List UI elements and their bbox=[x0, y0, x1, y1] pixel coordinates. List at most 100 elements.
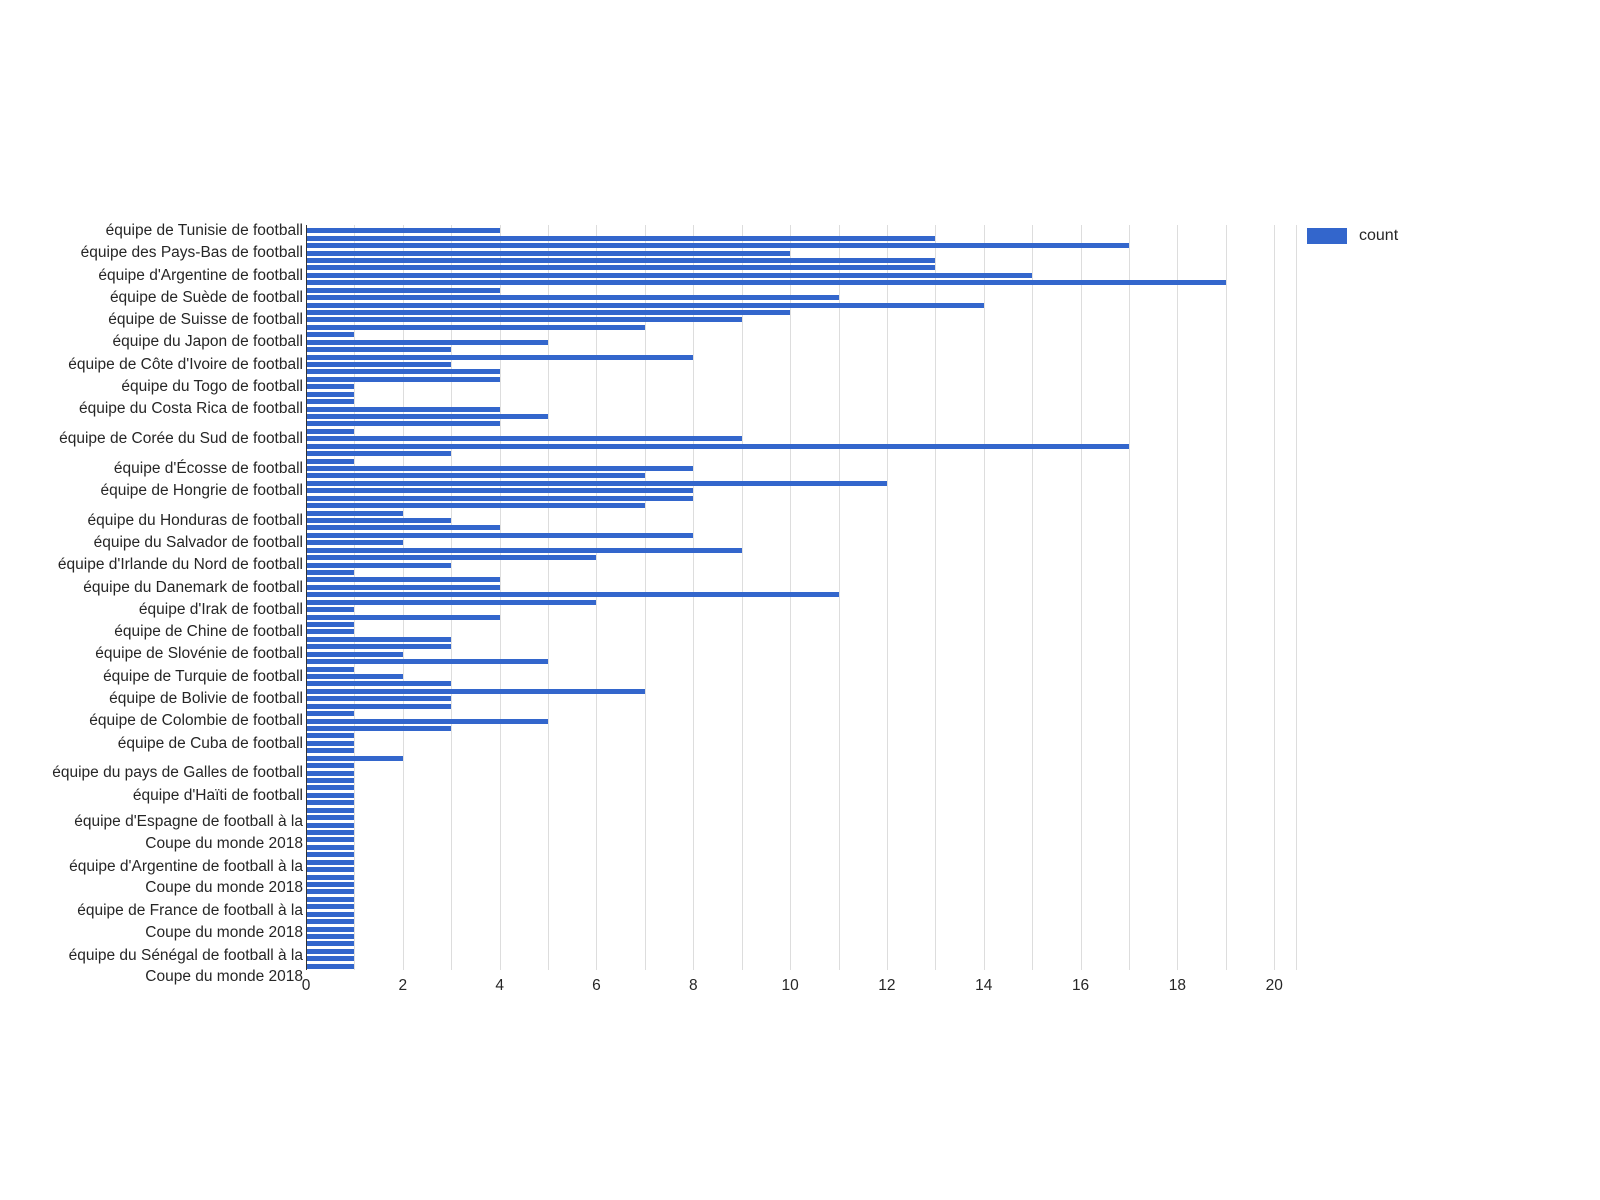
bar[interactable] bbox=[307, 376, 500, 382]
bar[interactable] bbox=[307, 911, 355, 917]
bar[interactable] bbox=[307, 748, 355, 754]
bar[interactable] bbox=[307, 584, 500, 590]
bar[interactable] bbox=[307, 896, 355, 902]
bar[interactable] bbox=[307, 956, 355, 962]
bar[interactable] bbox=[307, 807, 355, 813]
bar[interactable] bbox=[307, 681, 452, 687]
bar[interactable] bbox=[307, 555, 597, 561]
bar[interactable] bbox=[307, 666, 355, 672]
bar[interactable] bbox=[307, 280, 1226, 286]
bar[interactable] bbox=[307, 607, 355, 613]
bar[interactable] bbox=[307, 659, 549, 665]
bar[interactable] bbox=[307, 361, 452, 367]
bar[interactable] bbox=[307, 532, 694, 538]
bar[interactable] bbox=[307, 465, 694, 471]
bar[interactable] bbox=[307, 763, 355, 769]
bar[interactable] bbox=[307, 295, 839, 301]
bar[interactable] bbox=[307, 347, 452, 353]
bar[interactable] bbox=[307, 540, 403, 546]
bar[interactable] bbox=[307, 926, 355, 932]
bar[interactable] bbox=[307, 228, 500, 234]
bar[interactable] bbox=[307, 889, 355, 895]
bar[interactable] bbox=[307, 257, 936, 263]
bar[interactable] bbox=[307, 480, 887, 486]
bar[interactable] bbox=[307, 636, 452, 642]
bar[interactable] bbox=[307, 718, 549, 724]
bar[interactable] bbox=[307, 800, 355, 806]
bar[interactable] bbox=[307, 792, 355, 798]
bar[interactable] bbox=[307, 488, 694, 494]
bar[interactable] bbox=[307, 785, 355, 791]
bar[interactable] bbox=[307, 904, 355, 910]
bar[interactable] bbox=[307, 674, 403, 679]
bar[interactable] bbox=[307, 451, 452, 457]
bar[interactable] bbox=[307, 317, 742, 323]
bar[interactable] bbox=[307, 755, 403, 761]
bar[interactable] bbox=[307, 250, 791, 256]
bar[interactable] bbox=[307, 822, 355, 828]
bar[interactable] bbox=[307, 703, 452, 709]
bar[interactable] bbox=[307, 837, 355, 843]
bar[interactable] bbox=[307, 844, 355, 850]
bar[interactable] bbox=[307, 941, 355, 947]
bar[interactable] bbox=[307, 243, 1129, 249]
bar[interactable] bbox=[307, 622, 355, 627]
bar[interactable] bbox=[307, 859, 355, 865]
bar[interactable] bbox=[307, 711, 355, 717]
bar[interactable] bbox=[307, 726, 452, 732]
bar[interactable] bbox=[307, 629, 355, 635]
bar[interactable] bbox=[307, 510, 403, 516]
bar[interactable] bbox=[307, 919, 355, 925]
bar[interactable] bbox=[307, 235, 936, 241]
bar[interactable] bbox=[307, 696, 452, 702]
bar[interactable] bbox=[307, 815, 355, 821]
bar[interactable] bbox=[307, 963, 355, 969]
bar[interactable] bbox=[307, 391, 355, 397]
bar[interactable] bbox=[307, 651, 403, 657]
bar[interactable] bbox=[307, 302, 984, 308]
bar[interactable] bbox=[307, 547, 742, 553]
bar[interactable] bbox=[307, 384, 355, 390]
bar[interactable] bbox=[307, 770, 355, 776]
bar[interactable] bbox=[307, 473, 645, 479]
bar[interactable] bbox=[307, 324, 645, 330]
bar[interactable] bbox=[307, 443, 1129, 449]
bar[interactable] bbox=[307, 562, 452, 568]
bar[interactable] bbox=[307, 369, 500, 375]
bar[interactable] bbox=[307, 569, 355, 575]
bar[interactable] bbox=[307, 882, 355, 888]
bar[interactable] bbox=[307, 339, 549, 345]
bar[interactable] bbox=[307, 733, 355, 739]
bar[interactable] bbox=[307, 830, 355, 836]
bar[interactable] bbox=[307, 458, 355, 464]
bar[interactable] bbox=[307, 948, 355, 954]
bar[interactable] bbox=[307, 436, 742, 442]
bar[interactable] bbox=[307, 495, 694, 501]
bar[interactable] bbox=[307, 874, 355, 880]
bar[interactable] bbox=[307, 354, 694, 360]
bar[interactable] bbox=[307, 644, 452, 650]
bar[interactable] bbox=[307, 599, 597, 605]
bar[interactable] bbox=[307, 688, 645, 694]
bar[interactable] bbox=[307, 413, 549, 419]
bar[interactable] bbox=[307, 778, 355, 784]
bar[interactable] bbox=[307, 525, 500, 531]
bar[interactable] bbox=[307, 399, 355, 405]
bar[interactable] bbox=[307, 428, 355, 434]
bar[interactable] bbox=[307, 421, 500, 427]
bar[interactable] bbox=[307, 287, 500, 293]
bar[interactable] bbox=[307, 265, 936, 271]
legend[interactable]: count bbox=[1307, 228, 1398, 244]
bar[interactable] bbox=[307, 592, 839, 598]
bar[interactable] bbox=[307, 517, 452, 523]
bar[interactable] bbox=[307, 309, 791, 315]
bar[interactable] bbox=[307, 852, 355, 858]
bar[interactable] bbox=[307, 503, 645, 509]
bar[interactable] bbox=[307, 577, 500, 583]
bar[interactable] bbox=[307, 272, 1033, 278]
bar[interactable] bbox=[307, 934, 355, 940]
bar[interactable] bbox=[307, 406, 500, 412]
bar[interactable] bbox=[307, 867, 355, 873]
bar[interactable] bbox=[307, 332, 355, 338]
bar[interactable] bbox=[307, 614, 500, 620]
